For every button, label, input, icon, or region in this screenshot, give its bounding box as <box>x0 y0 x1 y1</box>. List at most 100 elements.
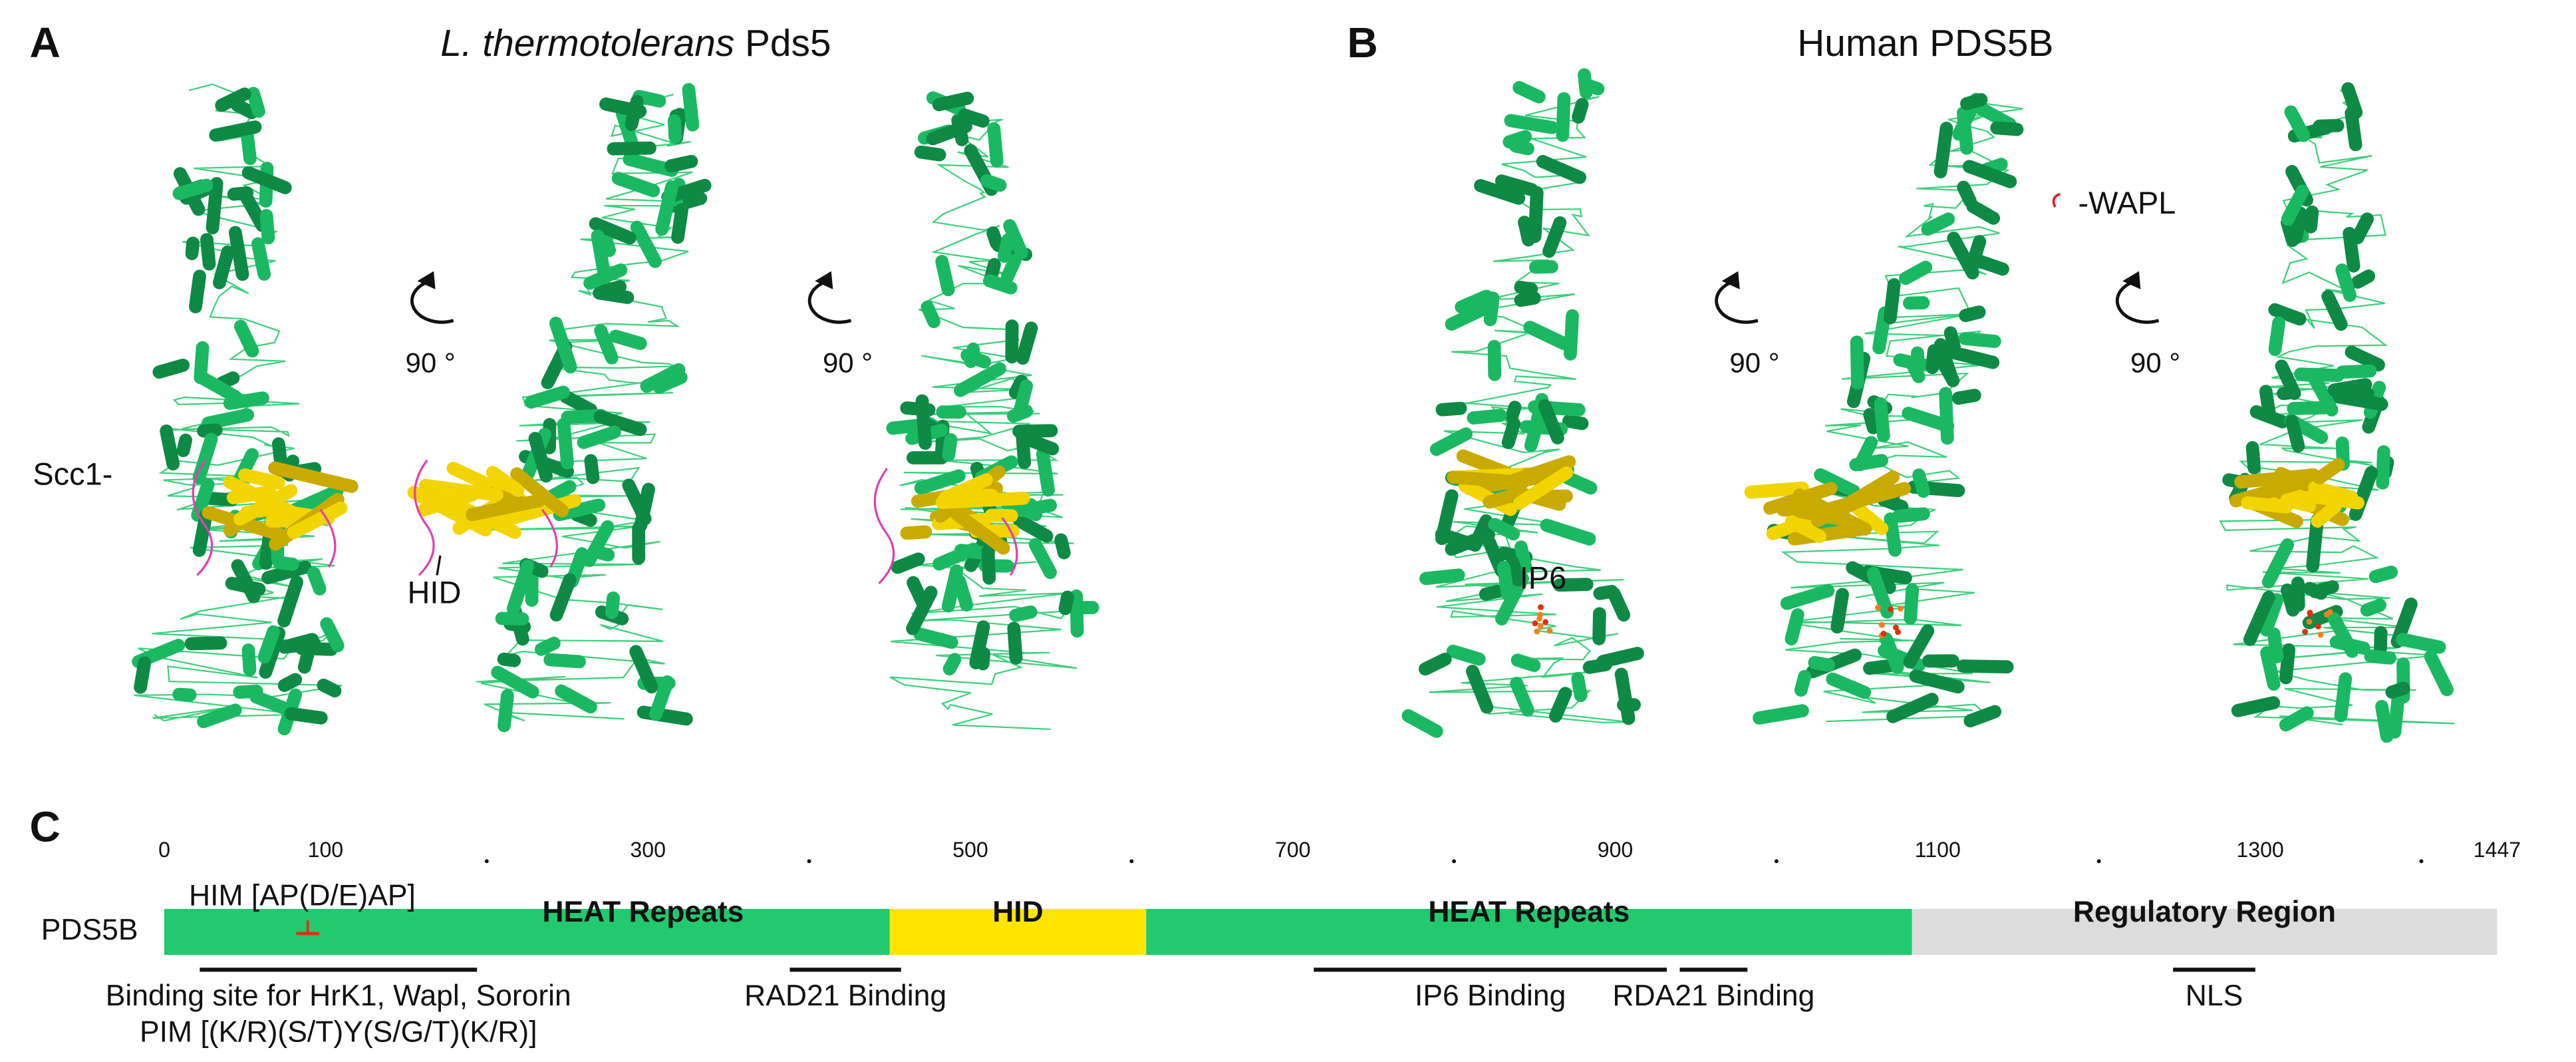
helix <box>1495 174 1539 197</box>
title-italic: L. thermotolerans <box>440 23 734 65</box>
helix <box>2335 364 2377 379</box>
helix <box>1787 522 1868 546</box>
annotation: Scc1- <box>33 457 112 492</box>
helix <box>1552 578 1594 592</box>
helix <box>986 226 1003 250</box>
helix <box>942 653 962 676</box>
helix <box>1572 98 1589 124</box>
domain-label: HID <box>992 896 1044 928</box>
helix <box>1447 470 1530 489</box>
helix <box>1474 179 1526 205</box>
helix <box>160 424 180 471</box>
helix <box>655 180 678 236</box>
helix <box>1468 514 1493 552</box>
coil <box>1429 82 1629 723</box>
helix <box>1892 507 1930 523</box>
helix <box>935 255 955 297</box>
domain-diagram: HEAT Repeats HID HEAT Repeats Regulatory Re… <box>106 838 2521 1048</box>
ligand-atom <box>1878 621 1885 628</box>
helix <box>233 484 298 526</box>
helix <box>1753 704 1809 725</box>
helix <box>241 643 257 677</box>
annotation: -WAPL <box>2078 186 2176 220</box>
helix <box>259 209 275 245</box>
helix <box>197 423 223 438</box>
helix <box>1926 344 1941 375</box>
helix <box>2306 514 2324 573</box>
helix <box>172 687 197 702</box>
helix <box>1971 254 2009 276</box>
helix <box>1505 401 1522 424</box>
helix <box>2396 633 2446 654</box>
helix <box>215 87 251 112</box>
ligand-atom <box>1532 620 1538 627</box>
helix <box>2268 316 2285 357</box>
helix <box>953 362 1006 397</box>
ligand-atom <box>1892 624 1899 631</box>
helix <box>1536 154 1587 184</box>
helix <box>2245 441 2261 474</box>
helix <box>2279 643 2296 685</box>
helix <box>557 417 574 470</box>
helix <box>1960 92 1988 110</box>
helix <box>900 525 932 540</box>
ligand-atom <box>1542 619 1549 625</box>
helix <box>926 120 972 146</box>
helix <box>1906 359 1926 383</box>
helix <box>233 319 259 358</box>
ligand-atom <box>1546 627 1553 634</box>
ligand-atom <box>1888 606 1894 612</box>
helix <box>1401 709 1443 738</box>
helix <box>1528 186 1544 244</box>
helix <box>936 405 966 419</box>
arrow-head <box>2122 271 2141 289</box>
helix <box>228 226 249 281</box>
helix <box>2424 649 2454 697</box>
helix <box>1467 409 1507 425</box>
helix <box>1538 399 1564 444</box>
coil <box>476 93 693 722</box>
helix <box>2287 401 2331 415</box>
helix <box>257 625 280 664</box>
structure <box>407 83 712 733</box>
domain-label: HEAT Repeats <box>1428 896 1630 928</box>
structure <box>132 83 358 736</box>
helix <box>1912 468 1930 498</box>
helix <box>1849 454 1889 472</box>
helix <box>593 410 647 437</box>
helix <box>213 245 235 289</box>
helix <box>1956 106 1973 155</box>
figure-content: A L. thermotolerans Pds5 B Human PDS5B S… <box>29 19 2521 1048</box>
helix <box>2249 405 2289 429</box>
helix <box>510 467 569 518</box>
panel-label: B <box>1347 19 1377 67</box>
helix <box>1879 632 1904 674</box>
helix <box>1487 339 1502 381</box>
tick-label: 1100 <box>1915 838 1961 862</box>
helix <box>1614 667 1636 725</box>
peptide <box>414 459 558 576</box>
helix <box>1036 447 1055 497</box>
helix <box>1523 321 1571 351</box>
helix <box>1058 590 1074 616</box>
helix <box>498 689 514 733</box>
helix <box>1763 482 1838 515</box>
helix <box>597 280 627 297</box>
domain <box>889 908 1147 956</box>
helix <box>1990 121 2024 136</box>
helix <box>1510 653 1541 672</box>
helix <box>233 684 263 699</box>
helix <box>906 586 938 635</box>
ligand-atom <box>1537 623 1544 629</box>
helix <box>1504 114 1559 134</box>
ligand-atom <box>2327 609 2333 616</box>
helix <box>1921 212 1955 236</box>
helix <box>1564 309 1579 361</box>
helix <box>582 520 615 568</box>
helix <box>1435 401 1467 417</box>
helix <box>609 329 647 351</box>
helix <box>1866 567 1894 619</box>
helix <box>1904 583 1920 625</box>
helix <box>418 478 503 502</box>
helix <box>932 91 974 112</box>
